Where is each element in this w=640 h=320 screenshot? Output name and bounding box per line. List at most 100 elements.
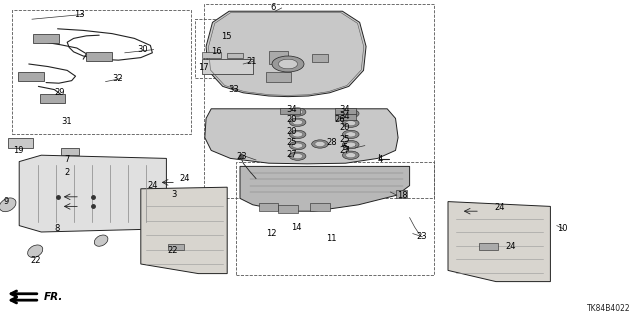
Bar [33,34,59,43]
Bar [18,72,44,81]
Text: 23: 23 [416,232,427,241]
Text: 17: 17 [198,63,209,72]
Text: 30: 30 [138,45,148,54]
Circle shape [292,120,303,125]
Text: 11: 11 [326,234,337,243]
Circle shape [342,109,359,118]
Circle shape [292,154,303,159]
Bar [204,4,434,198]
Circle shape [342,151,359,159]
Circle shape [292,132,303,137]
Text: 32: 32 [112,74,123,83]
Circle shape [312,140,328,148]
Text: 3: 3 [172,190,177,199]
Circle shape [346,111,356,116]
Text: 27: 27 [339,146,350,155]
Circle shape [346,132,356,137]
Text: 20: 20 [339,124,349,132]
Text: 25: 25 [339,135,349,144]
Polygon shape [240,166,410,211]
Bar [269,51,288,64]
Bar [236,162,434,275]
Text: 10: 10 [557,224,567,233]
Polygon shape [141,187,227,274]
Circle shape [346,153,356,158]
Text: 24: 24 [506,242,516,251]
Text: 23: 23 [237,152,248,161]
Bar [86,52,112,61]
Ellipse shape [28,245,43,258]
Bar [8,138,33,148]
Text: 4: 4 [378,155,383,164]
Bar [202,59,253,74]
Circle shape [342,119,359,127]
Text: 25: 25 [287,138,297,147]
Text: 20: 20 [287,115,297,124]
Text: 8: 8 [54,224,60,233]
Circle shape [292,109,303,115]
Circle shape [346,121,356,126]
Bar [266,72,291,82]
Text: 21: 21 [246,57,257,66]
Bar [61,148,79,155]
Ellipse shape [94,235,108,246]
Text: 27: 27 [287,150,298,159]
Polygon shape [19,155,166,232]
Text: 9: 9 [3,197,8,206]
Bar [227,53,243,58]
Text: 29: 29 [54,88,65,97]
Text: 22: 22 [168,246,178,255]
Text: 22: 22 [31,256,41,265]
Text: 31: 31 [61,117,72,126]
Text: 26: 26 [334,115,345,124]
Text: 24: 24 [179,174,189,183]
Text: 13: 13 [74,10,84,19]
Polygon shape [448,202,550,282]
Text: 2: 2 [64,168,69,177]
Text: 15: 15 [221,32,231,41]
Bar [312,53,328,61]
Circle shape [272,56,304,72]
Text: 34: 34 [339,112,350,121]
Circle shape [292,143,303,148]
Circle shape [289,141,306,150]
Text: 6: 6 [271,4,276,12]
Text: 14: 14 [291,223,301,232]
Text: 18: 18 [397,191,408,200]
Bar [195,19,275,78]
Ellipse shape [0,198,16,212]
Bar [40,94,65,103]
Polygon shape [206,11,366,97]
Circle shape [289,118,306,126]
Text: TK84B4022: TK84B4022 [587,304,630,313]
Text: FR.: FR. [44,292,63,302]
Bar [168,244,184,250]
Circle shape [289,108,306,116]
Bar [479,243,498,250]
Text: 33: 33 [228,85,239,94]
Bar [280,108,300,114]
Bar [278,205,298,213]
Bar [396,190,407,198]
Text: 12: 12 [266,229,276,238]
Text: 34: 34 [287,105,298,114]
Circle shape [342,130,359,139]
Circle shape [342,140,359,149]
Circle shape [278,59,298,69]
Text: 16: 16 [211,47,222,56]
Circle shape [315,141,325,147]
Bar [259,203,278,211]
Text: 28: 28 [326,138,337,147]
Circle shape [289,130,306,139]
Text: 7: 7 [64,156,69,164]
Bar [335,114,356,120]
Text: 34: 34 [339,105,350,114]
Circle shape [289,152,306,160]
Polygon shape [205,109,398,164]
Text: 5: 5 [342,143,348,152]
Bar [335,108,356,114]
Bar [12,10,191,134]
Bar [310,203,330,211]
Bar [202,52,221,58]
Circle shape [346,142,356,147]
